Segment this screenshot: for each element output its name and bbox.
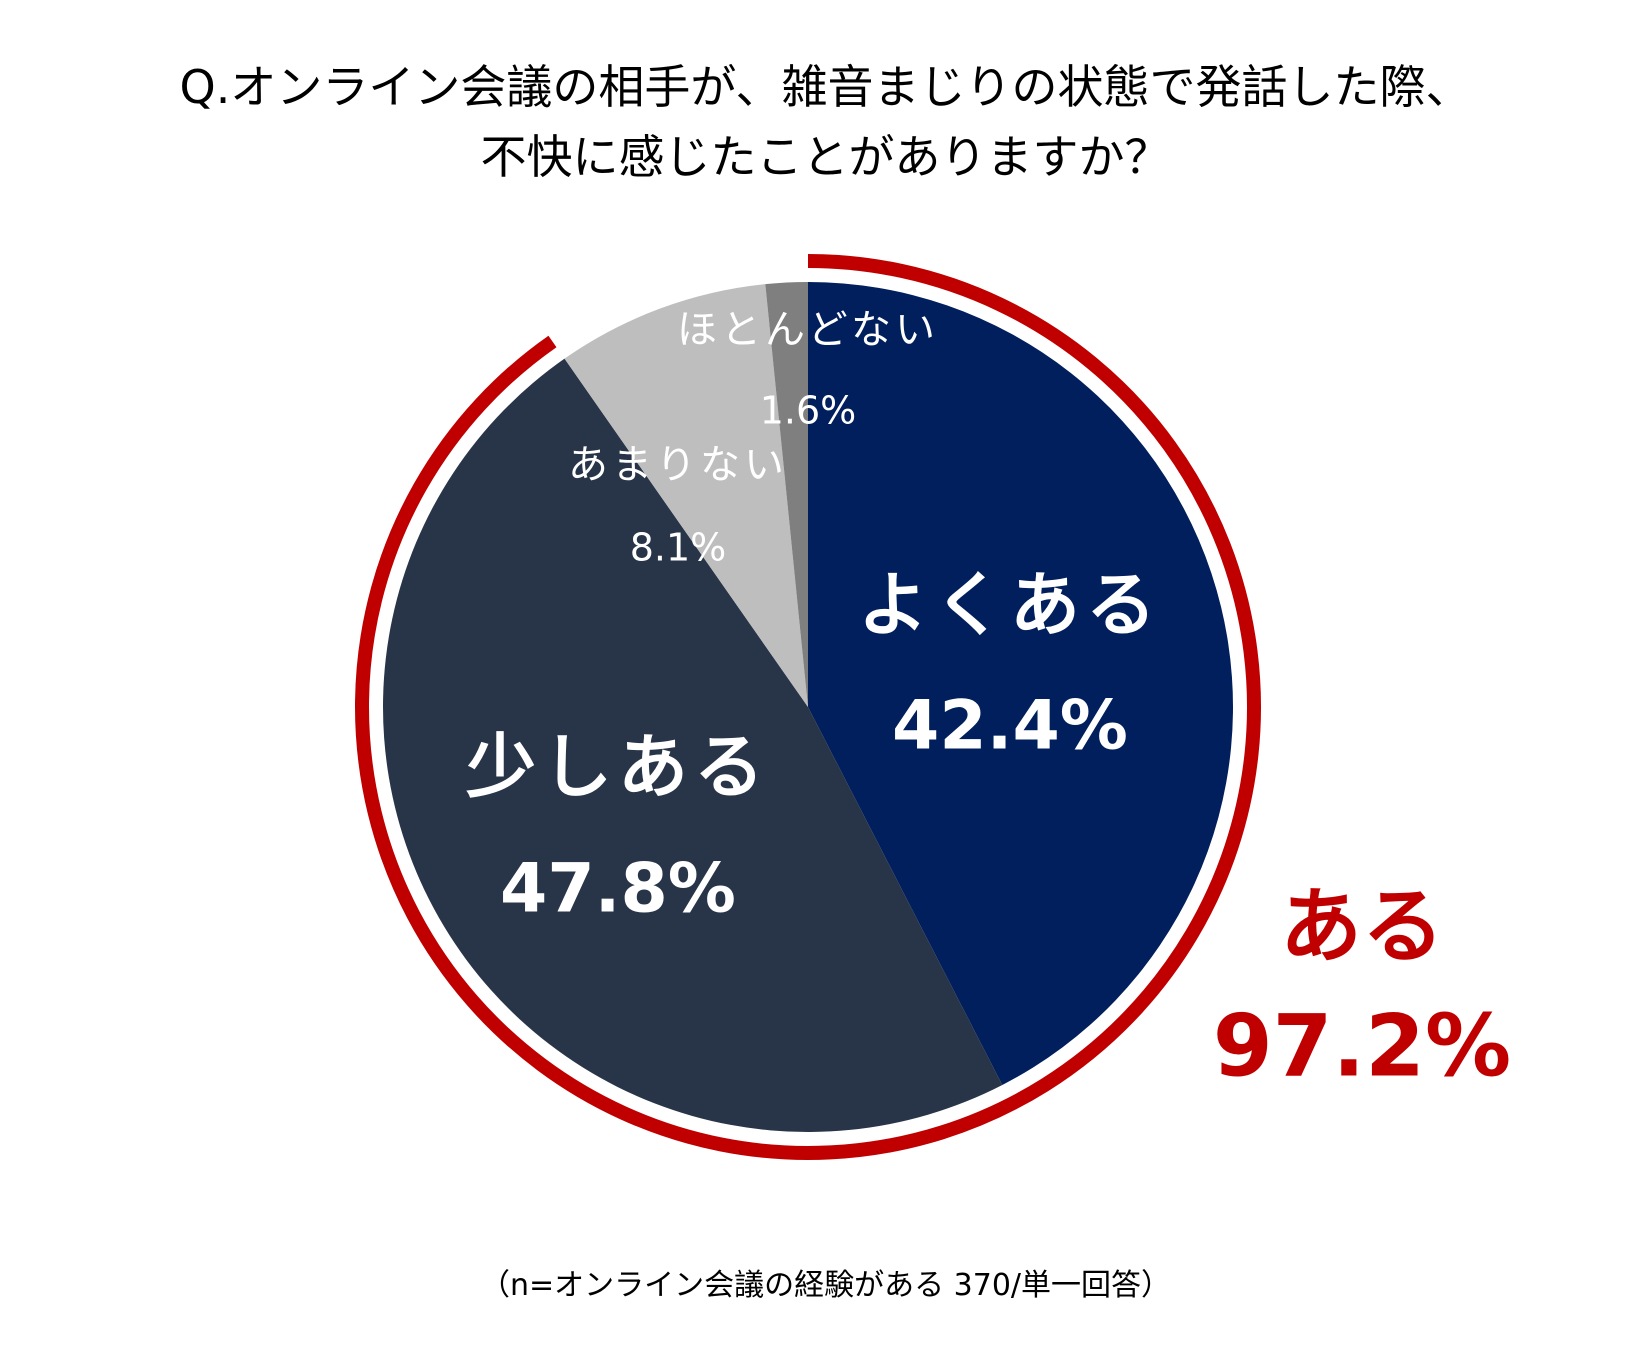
pie-slice-2 — [383, 358, 1003, 1132]
sample-note: （n=オンライン会議の経験がある 370/単一回答） — [479, 1268, 1172, 1303]
slice-value-hotondonai: 1.6% — [760, 389, 857, 433]
aggregate-value: 97.2% — [1213, 996, 1511, 1096]
pie-slice-3 — [564, 284, 808, 707]
slice-label-sukoshiaru: 少しある — [466, 726, 770, 808]
pie-slice-4 — [765, 282, 808, 707]
aggregate-label: ある — [1280, 879, 1444, 974]
chart-title-line-2: 不快に感じたことがありますか？ — [480, 130, 1171, 184]
slice-label-hotondonai: ほとんどない — [677, 307, 939, 353]
slice-label-yokuaru: よくある — [858, 564, 1162, 646]
slice-value-sukoshiaru: 47.8% — [500, 850, 736, 929]
pie-slice-1 — [808, 282, 1233, 1085]
slice-value-amarinai: 8.1% — [630, 526, 727, 570]
aggregate-ring-arc — [355, 254, 1261, 1160]
chart-title-line-1: Q.オンライン会議の相手が、雑音まじりの状態で発話した際、 — [179, 60, 1472, 114]
slice-label-amarinai: あまりない — [568, 442, 788, 488]
slice-value-yokuaru: 42.4% — [892, 687, 1128, 766]
